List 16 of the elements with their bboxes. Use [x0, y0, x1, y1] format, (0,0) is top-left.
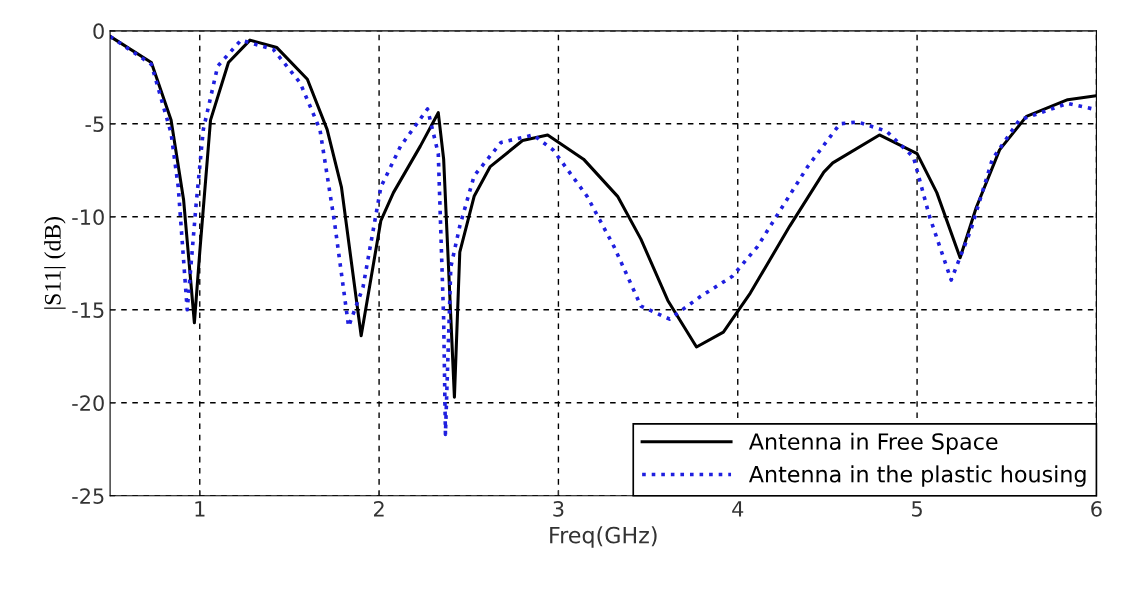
y-tick-label: -20 [72, 395, 104, 411]
y-tick-label: -25 [72, 488, 104, 504]
legend-label: Antenna in the plastic housing [748, 465, 1086, 487]
x-tick-label: 5 [912, 501, 922, 517]
y-tick-label: -15 [72, 302, 104, 318]
x-tick-label: 4 [732, 501, 744, 517]
x-tick-label: 3 [553, 500, 564, 517]
y-tick-label: -10 [72, 209, 104, 226]
x-axis-title: Freq(GHz) [550, 526, 657, 548]
legend-label: Antenna in Free Space [748, 432, 998, 455]
x-tick-label: 2 [373, 500, 384, 517]
y-tick-label: 0 [93, 23, 104, 40]
y-axis-title: |S11| (dB) [44, 217, 66, 309]
y-tick-label: -5 [85, 116, 104, 133]
x-tick-label: 1 [195, 501, 205, 517]
x-tick-label: 6 [1091, 500, 1102, 517]
